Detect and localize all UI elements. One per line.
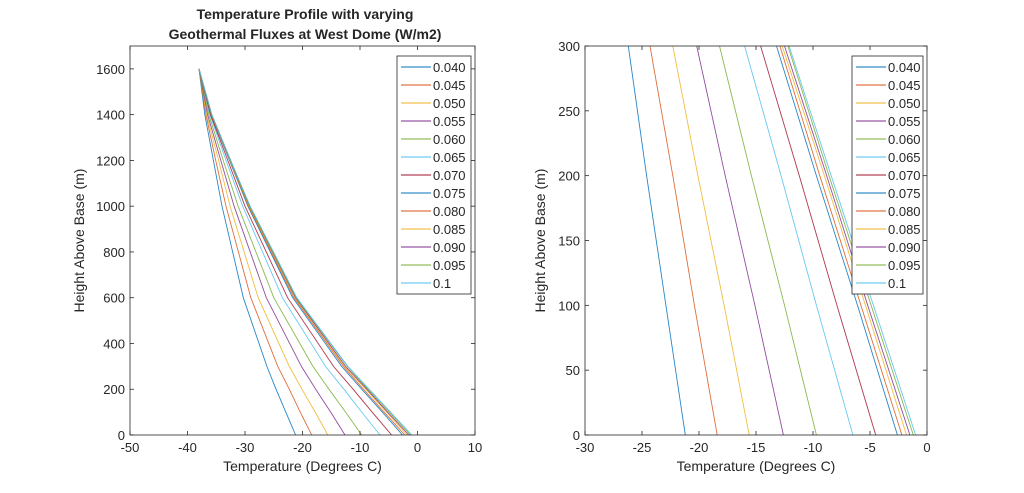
x-tick-label: -10 xyxy=(804,440,823,455)
x-tick-label: -40 xyxy=(178,440,197,455)
x-tick-label: 0 xyxy=(923,440,930,455)
x-axis-label: Temperature (Degrees C) xyxy=(223,458,382,474)
x-tick-label: 10 xyxy=(468,440,482,455)
series-line-0.075 xyxy=(776,46,898,435)
legend-label: 0.095 xyxy=(888,258,921,273)
legend-label: 0.070 xyxy=(888,168,921,183)
legend-label: 0.050 xyxy=(433,96,466,111)
y-axis-label: Height Above Base (m) xyxy=(71,169,87,313)
y-tick-label: 300 xyxy=(558,39,580,54)
y-tick-label: 50 xyxy=(566,363,580,378)
legend-label: 0.095 xyxy=(433,258,466,273)
y-tick-label: 600 xyxy=(103,291,125,306)
series-line-0.065 xyxy=(744,46,854,435)
legend-label: 0.065 xyxy=(888,150,921,165)
series-line-0.060 xyxy=(719,46,817,435)
y-tick-label: 1200 xyxy=(96,153,125,168)
legend-label: 0.060 xyxy=(433,132,466,147)
legend-label: 0.075 xyxy=(888,186,921,201)
legend-label: 0.050 xyxy=(888,96,921,111)
legend-label: 0.055 xyxy=(433,114,466,129)
legend-label: 0.1 xyxy=(888,276,906,291)
x-tick-label: -10 xyxy=(351,440,370,455)
legend-label: 0.070 xyxy=(433,168,466,183)
series-line-0.055 xyxy=(696,46,784,435)
series-line-0.080 xyxy=(779,46,903,435)
legend-label: 0.040 xyxy=(433,60,466,75)
legend: 0.040 0.045 0.050 0.055 0.060 0.065 0.070 0.075… xyxy=(851,55,924,295)
series-line-0.045 xyxy=(649,46,718,435)
legend-label: 0.090 xyxy=(888,240,921,255)
legend-label: 0.080 xyxy=(888,204,921,219)
x-tick-label: 0 xyxy=(414,440,421,455)
legend-label: 0.045 xyxy=(888,78,921,93)
series-line-0.080 xyxy=(198,68,406,435)
y-tick-label: 1000 xyxy=(96,199,125,214)
y-tick-label: 200 xyxy=(103,382,125,397)
series-line-0.055 xyxy=(198,68,346,435)
subplot-1: -50 -40 -30 -20 -10 0 100200400600800100012001… xyxy=(71,45,482,474)
y-tick-label: 800 xyxy=(103,245,125,260)
series-line-0.085 xyxy=(198,68,408,435)
y-tick-label: 150 xyxy=(558,234,580,249)
legend-label: 0.085 xyxy=(433,222,466,237)
series-line-0.095 xyxy=(198,68,411,435)
series-line-0.040 xyxy=(198,68,297,435)
legend-label: 0.075 xyxy=(433,186,466,201)
series-line-0.095 xyxy=(787,46,914,435)
series-line-0.090 xyxy=(784,46,911,435)
legend-label: 0.065 xyxy=(433,150,466,165)
series-line-0.1 xyxy=(198,68,413,435)
y-tick-label: 100 xyxy=(558,298,580,313)
series-line-0.070 xyxy=(198,68,392,435)
y-tick-label: 200 xyxy=(558,169,580,184)
series-line-0.060 xyxy=(198,68,363,435)
y-tick-label: 400 xyxy=(103,336,125,351)
x-tick-label: -50 xyxy=(121,440,140,455)
legend-label: 0.045 xyxy=(433,78,466,93)
series-line-0.065 xyxy=(198,68,381,435)
y-tick-label: 0 xyxy=(573,428,580,443)
y-tick-label: 250 xyxy=(558,104,580,119)
legend-label: 0.085 xyxy=(888,222,921,237)
x-tick-label: -25 xyxy=(633,440,652,455)
x-tick-label: -15 xyxy=(747,440,766,455)
series-line-0.050 xyxy=(198,68,329,435)
x-axis-label: Temperature (Degrees C) xyxy=(677,458,836,474)
legend-label: 0.1 xyxy=(433,276,451,291)
subplot-2: -30 -25 -20 -15 -10 -5 0 0 50 100 150 200 250 300 Temp… xyxy=(532,39,931,474)
y-tick-label: 1600 xyxy=(96,62,125,77)
x-tick-label: -30 xyxy=(236,440,255,455)
chart-title-line-1: Temperature Profile with varying xyxy=(197,6,414,22)
legend: 0.040 0.045 0.050 0.055 0.060 0.065 0.070 0.075… xyxy=(396,55,472,295)
series-line-0.050 xyxy=(672,46,750,435)
series-line-0.070 xyxy=(760,46,877,435)
legend-label: 0.055 xyxy=(888,114,921,129)
legend-label: 0.090 xyxy=(433,240,466,255)
x-tick-label: -20 xyxy=(690,440,709,455)
x-tick-label: -5 xyxy=(864,440,876,455)
x-tick-label: -30 xyxy=(576,440,595,455)
chart-title-line-2: Geothermal Fluxes at West Dome (W/m2) xyxy=(169,26,442,42)
legend-label: 0.080 xyxy=(433,204,466,219)
y-tick-label: 0 xyxy=(118,428,125,443)
x-tick-label: -20 xyxy=(293,440,312,455)
series-line-0.075 xyxy=(198,68,403,435)
legend-label: 0.040 xyxy=(888,60,921,75)
y-axis-label: Height Above Base (m) xyxy=(532,169,548,313)
series-line-0.045 xyxy=(198,68,313,435)
y-tick-label: 1400 xyxy=(96,108,125,123)
series-line-0.040 xyxy=(627,46,686,435)
series-line-0.090 xyxy=(198,68,410,435)
legend-label: 0.060 xyxy=(888,132,921,147)
